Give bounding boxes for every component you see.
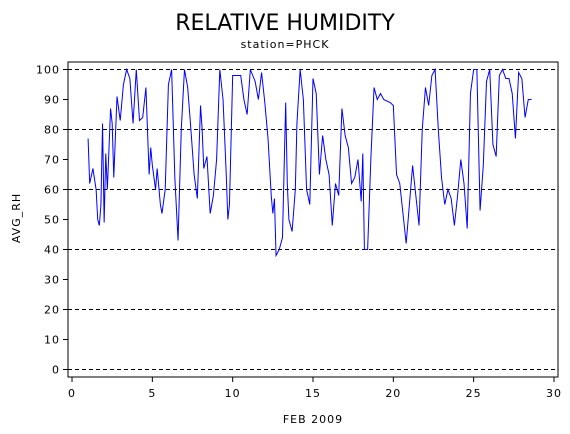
plot-frame bbox=[67, 61, 559, 378]
chart-title: RELATIVE HUMIDITY bbox=[175, 11, 395, 36]
x-tick-label: 10 bbox=[225, 387, 241, 400]
y-tick-label: 50 bbox=[44, 214, 60, 227]
x-tick-label: 0 bbox=[68, 387, 76, 400]
x-tick-label: 30 bbox=[546, 387, 562, 400]
x-tick-label: 5 bbox=[148, 387, 156, 400]
y-tick-label: 40 bbox=[44, 244, 60, 257]
y-tick-label: 70 bbox=[44, 154, 60, 167]
data-line bbox=[87, 67, 532, 258]
x-tick-label: 20 bbox=[385, 387, 401, 400]
y-tick-label: 30 bbox=[44, 274, 60, 287]
y-tick-label: 80 bbox=[44, 124, 60, 137]
y-axis-label: AVG_RH bbox=[10, 193, 23, 243]
y-tick-label: 90 bbox=[44, 94, 60, 107]
y-tick-label: 20 bbox=[44, 304, 60, 317]
y-tick-label: 60 bbox=[44, 184, 60, 197]
chart-subtitle: station=PHCK bbox=[241, 38, 330, 51]
y-tick-label: 100 bbox=[36, 64, 60, 77]
x-tick-label: 15 bbox=[305, 387, 321, 400]
x-tick-label: 25 bbox=[466, 387, 482, 400]
y-tick-label: 10 bbox=[44, 334, 60, 347]
y-tick-label: 0 bbox=[52, 364, 60, 377]
x-axis-label: FEB 2009 bbox=[283, 413, 343, 426]
